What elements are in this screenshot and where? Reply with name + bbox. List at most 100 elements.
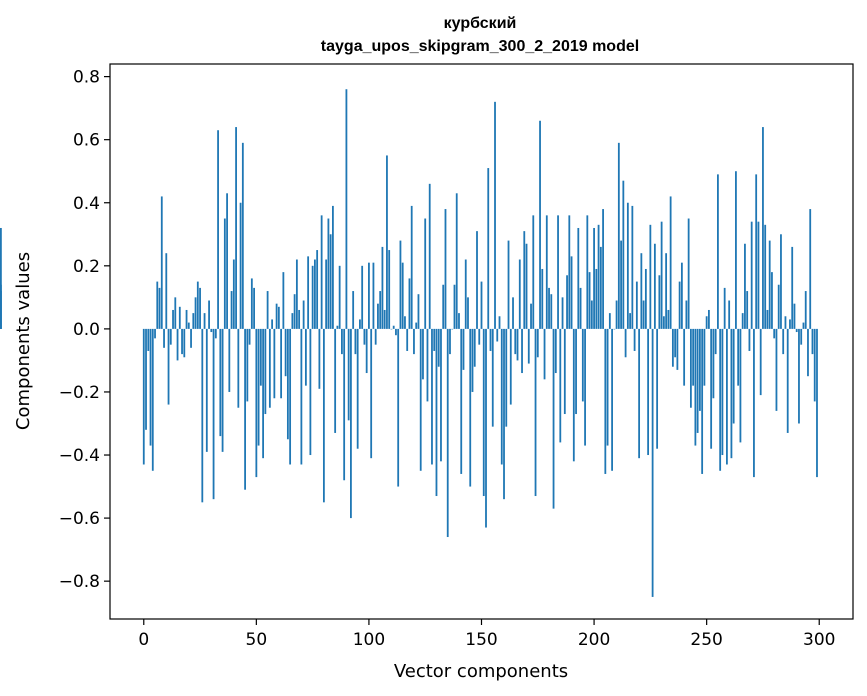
bar-126 — [426, 328, 429, 402]
bar-98 — [363, 328, 366, 345]
bar-69 — [298, 309, 301, 329]
chart-subtitle: tayga_upos_skipgram_300_2_2019 model — [321, 38, 639, 55]
bar-144 — [467, 297, 469, 329]
bar-283 — [780, 234, 782, 329]
bar-143 — [464, 259, 467, 329]
bar-140 — [458, 313, 460, 329]
bar-74 — [309, 328, 312, 456]
bar-57 — [271, 319, 274, 329]
y-tick-label-0: −0.8 — [59, 572, 100, 592]
bar-264 — [737, 328, 740, 386]
bar-294 — [804, 291, 807, 329]
bar-19 — [185, 309, 188, 329]
bar-197 — [586, 215, 589, 329]
bar-112 — [395, 328, 397, 336]
bar-5 — [154, 328, 156, 339]
bar-134 — [444, 209, 447, 329]
bar-80 — [322, 328, 325, 503]
bar-300 — [0, 227, 2, 329]
bar-175 — [536, 328, 539, 358]
bar-159 — [500, 328, 503, 465]
bar-123 — [419, 328, 422, 471]
bar-15 — [176, 328, 179, 361]
bar-302 — [0, 291, 2, 329]
bar-30 — [210, 328, 213, 333]
bar-8 — [160, 196, 163, 329]
bar-24 — [196, 281, 199, 329]
bar-266 — [741, 313, 744, 329]
bar-81 — [325, 259, 328, 329]
bar-193 — [577, 227, 580, 329]
bar-78 — [318, 328, 321, 389]
bar-65 — [289, 328, 292, 465]
bar-198 — [588, 272, 591, 329]
y-tick-label-1: −0.6 — [59, 509, 100, 529]
bar-152 — [485, 328, 487, 528]
bar-161 — [505, 328, 508, 427]
bar-33 — [217, 130, 219, 329]
bar-18 — [183, 328, 186, 358]
bar-233 — [667, 309, 670, 329]
bar-298 — [813, 328, 816, 402]
bar-262 — [732, 328, 735, 424]
bar-49 — [253, 287, 255, 329]
bar-7 — [158, 287, 161, 329]
bar-170 — [525, 243, 528, 329]
bar-277 — [766, 309, 769, 329]
bar-206 — [606, 328, 609, 446]
bar-288 — [791, 246, 794, 329]
bar-6 — [156, 281, 159, 329]
bar-260 — [728, 300, 731, 329]
bar-13 — [172, 309, 174, 329]
bar-214 — [624, 328, 627, 358]
bar-21 — [190, 328, 192, 348]
bar-111 — [392, 325, 395, 329]
bar-121 — [415, 322, 418, 329]
bar-211 — [617, 142, 620, 329]
bar-149 — [478, 328, 481, 345]
bar-51 — [257, 328, 260, 446]
bar-115 — [401, 262, 404, 329]
bar-207 — [608, 313, 611, 329]
bar-205 — [604, 328, 607, 474]
bar-240 — [683, 328, 686, 386]
bar-181 — [550, 294, 553, 329]
bar-52 — [259, 328, 262, 386]
bar-124 — [422, 328, 424, 380]
bar-244 — [692, 328, 695, 386]
bar-137 — [451, 328, 454, 330]
bar-142 — [462, 328, 465, 370]
bar-55 — [266, 291, 269, 329]
bar-32 — [214, 328, 217, 339]
bar-239 — [680, 262, 683, 329]
bar-39 — [230, 291, 233, 329]
bar-287 — [789, 319, 791, 329]
y-tick-label-6: 0.4 — [73, 194, 100, 214]
bar-100 — [368, 262, 370, 329]
bar-279 — [771, 272, 773, 329]
bar-99 — [365, 328, 368, 374]
bar-72 — [304, 328, 307, 386]
bar-173 — [532, 215, 535, 329]
bar-252 — [710, 328, 713, 449]
bar-11 — [167, 328, 170, 405]
bar-257 — [721, 328, 724, 456]
y-tick-label-4: 0.0 — [73, 320, 100, 340]
bar-247 — [699, 328, 701, 411]
bar-243 — [689, 328, 692, 408]
bar-108 — [386, 155, 388, 329]
bar-120 — [413, 328, 415, 355]
y-tick-label-2: −0.4 — [59, 446, 100, 466]
x-tick-label-0: 0 — [138, 630, 149, 650]
bar-220 — [638, 328, 641, 459]
bar-200 — [593, 227, 595, 329]
bar-96 — [359, 319, 361, 329]
bar-237 — [676, 328, 679, 370]
bar-155 — [491, 328, 494, 427]
bar-174 — [534, 328, 537, 497]
bar-274 — [759, 328, 762, 396]
bar-187 — [563, 328, 566, 415]
bar-73 — [307, 256, 310, 329]
bar-109 — [388, 250, 391, 329]
